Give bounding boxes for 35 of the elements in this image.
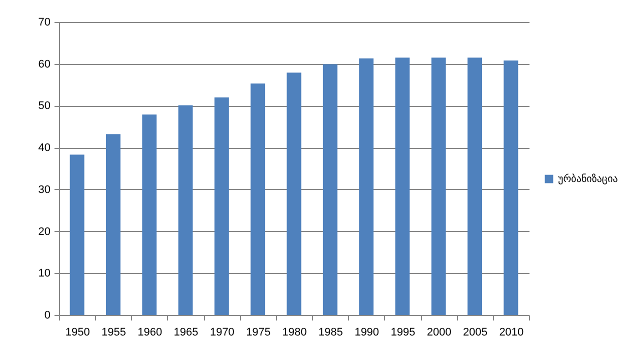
bar xyxy=(286,72,302,315)
y-tick-label: 30 xyxy=(38,184,50,196)
legend-label: ურბანიზაცია xyxy=(558,173,618,185)
bar xyxy=(322,64,338,315)
x-tick-label: 1970 xyxy=(210,326,234,338)
y-tick-label: 40 xyxy=(38,142,50,154)
x-tick-label: 1950 xyxy=(65,326,90,338)
bar xyxy=(214,97,229,315)
bar xyxy=(359,58,374,315)
x-tick-label: 2005 xyxy=(463,326,488,338)
bar xyxy=(142,114,157,315)
bar xyxy=(431,58,446,315)
bar xyxy=(178,105,193,315)
bar xyxy=(468,58,482,315)
x-tick-label: 1995 xyxy=(390,326,416,338)
x-tick-label: 1955 xyxy=(101,326,126,338)
y-tick-label: 0 xyxy=(44,310,50,322)
y-tick-label: 20 xyxy=(38,226,50,238)
bar xyxy=(395,58,410,315)
x-tick-label: 2010 xyxy=(499,326,524,338)
x-tick-label: 1975 xyxy=(246,326,271,338)
x-tick-label: 1990 xyxy=(354,326,380,338)
x-tick-label: 1965 xyxy=(174,326,198,338)
x-tick-label: 2000 xyxy=(426,326,452,338)
y-tick-label: 60 xyxy=(38,58,50,70)
bar xyxy=(106,134,120,315)
x-tick-label: 1985 xyxy=(318,326,343,338)
x-tick-label: 1960 xyxy=(138,326,162,338)
y-tick-label: 70 xyxy=(38,16,50,28)
bar xyxy=(504,60,518,315)
bar xyxy=(250,84,266,315)
bar xyxy=(70,154,84,315)
x-tick-label: 1980 xyxy=(282,326,307,338)
y-tick-label: 50 xyxy=(38,100,50,112)
y-tick-label: 10 xyxy=(38,268,50,280)
